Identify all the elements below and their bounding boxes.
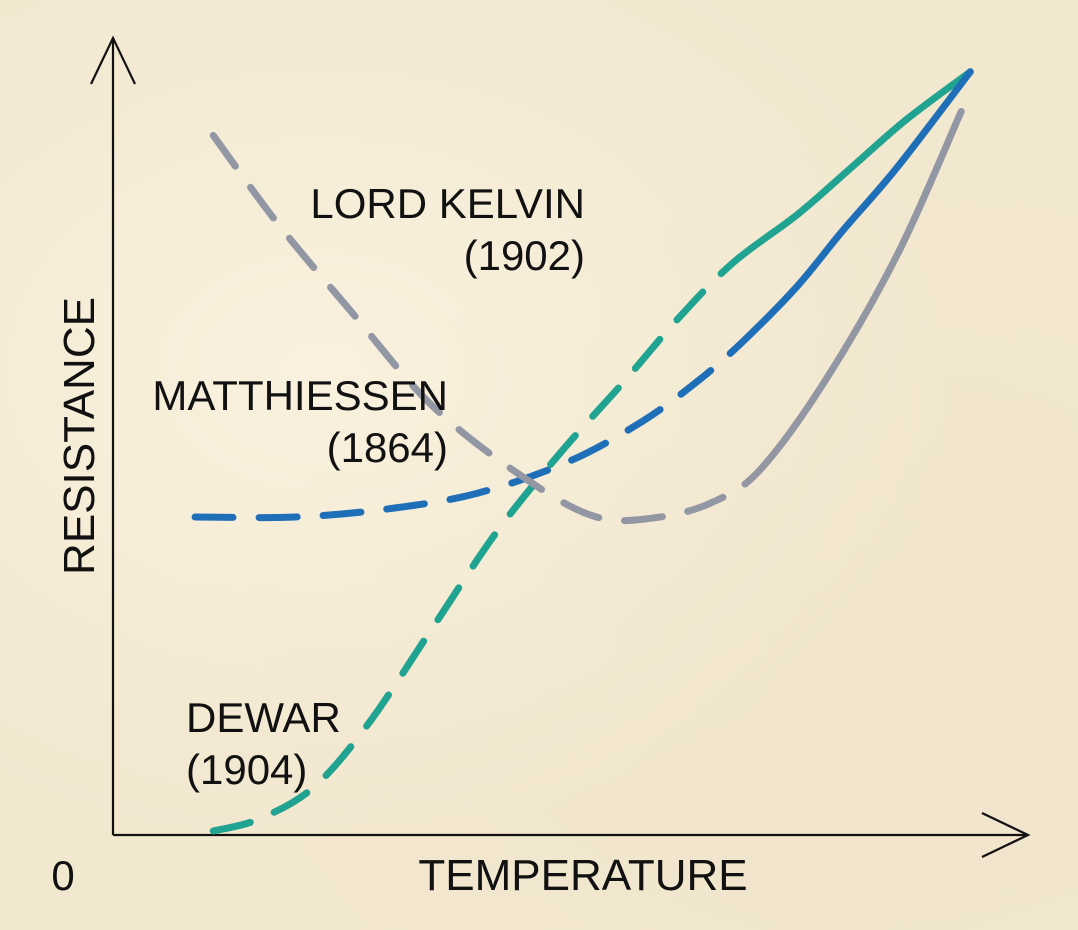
series-label-dewar-line2: (1904) (186, 746, 307, 793)
y-axis-arrowhead (90, 35, 136, 85)
x-axis-label: TEMPERATURE (418, 851, 747, 900)
series-line-kelvin (209, 108, 965, 525)
series-labels: LORD KELVIN (1902) MATTHIESSEN (1864) DE… (152, 180, 585, 793)
series-label-matthiessen-line1: MATTHIESSEN (152, 372, 448, 419)
series-label-kelvin-line2: (1902) (464, 232, 585, 279)
series-label-kelvin-line1: LORD KELVIN (310, 180, 585, 227)
origin-label: 0 (51, 852, 74, 899)
series-label-dewar-line1: DEWAR (186, 694, 341, 741)
series-label-matthiessen-line2: (1864) (327, 424, 448, 471)
series-line-dewar (209, 68, 974, 835)
series-line-matthiessen (191, 68, 974, 522)
y-axis-label: RESISTANCE (55, 297, 104, 575)
x-axis-arrowhead (981, 812, 1031, 858)
series-layer (191, 68, 974, 835)
axes (90, 35, 1031, 858)
